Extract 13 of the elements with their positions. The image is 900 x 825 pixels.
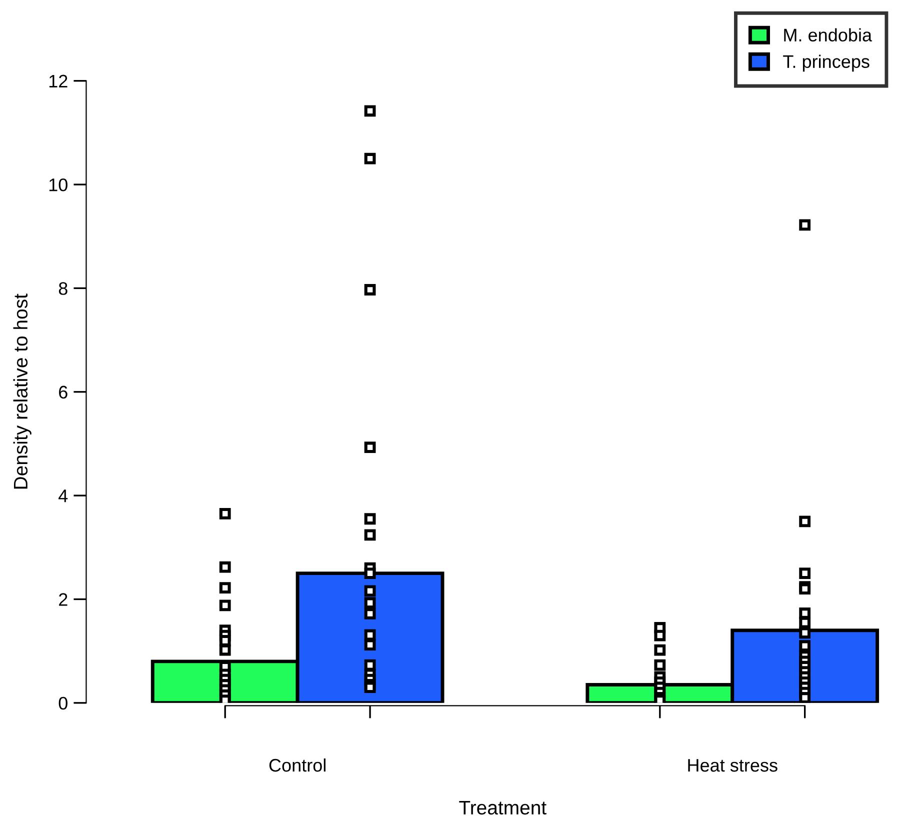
y-tick-label: 2 [59, 593, 68, 606]
y-tick-label: 10 [49, 178, 68, 192]
y-tick-label: 0 [58, 696, 68, 710]
x-axis-title: Treatment [459, 801, 546, 815]
legend-label: M. endobia [784, 28, 872, 42]
legend-label: T. princeps [783, 54, 870, 72]
y-tick-label: 4 [58, 490, 68, 502]
y-tick-label: 12 [49, 74, 68, 88]
y-tick-label: 8 [58, 282, 68, 295]
y-tick-label: 6 [59, 386, 68, 399]
x-tick-label: Control [269, 758, 326, 772]
y-axis-title: Density relative to host [13, 294, 32, 489]
x-tick-label: Heat stress [688, 759, 778, 772]
